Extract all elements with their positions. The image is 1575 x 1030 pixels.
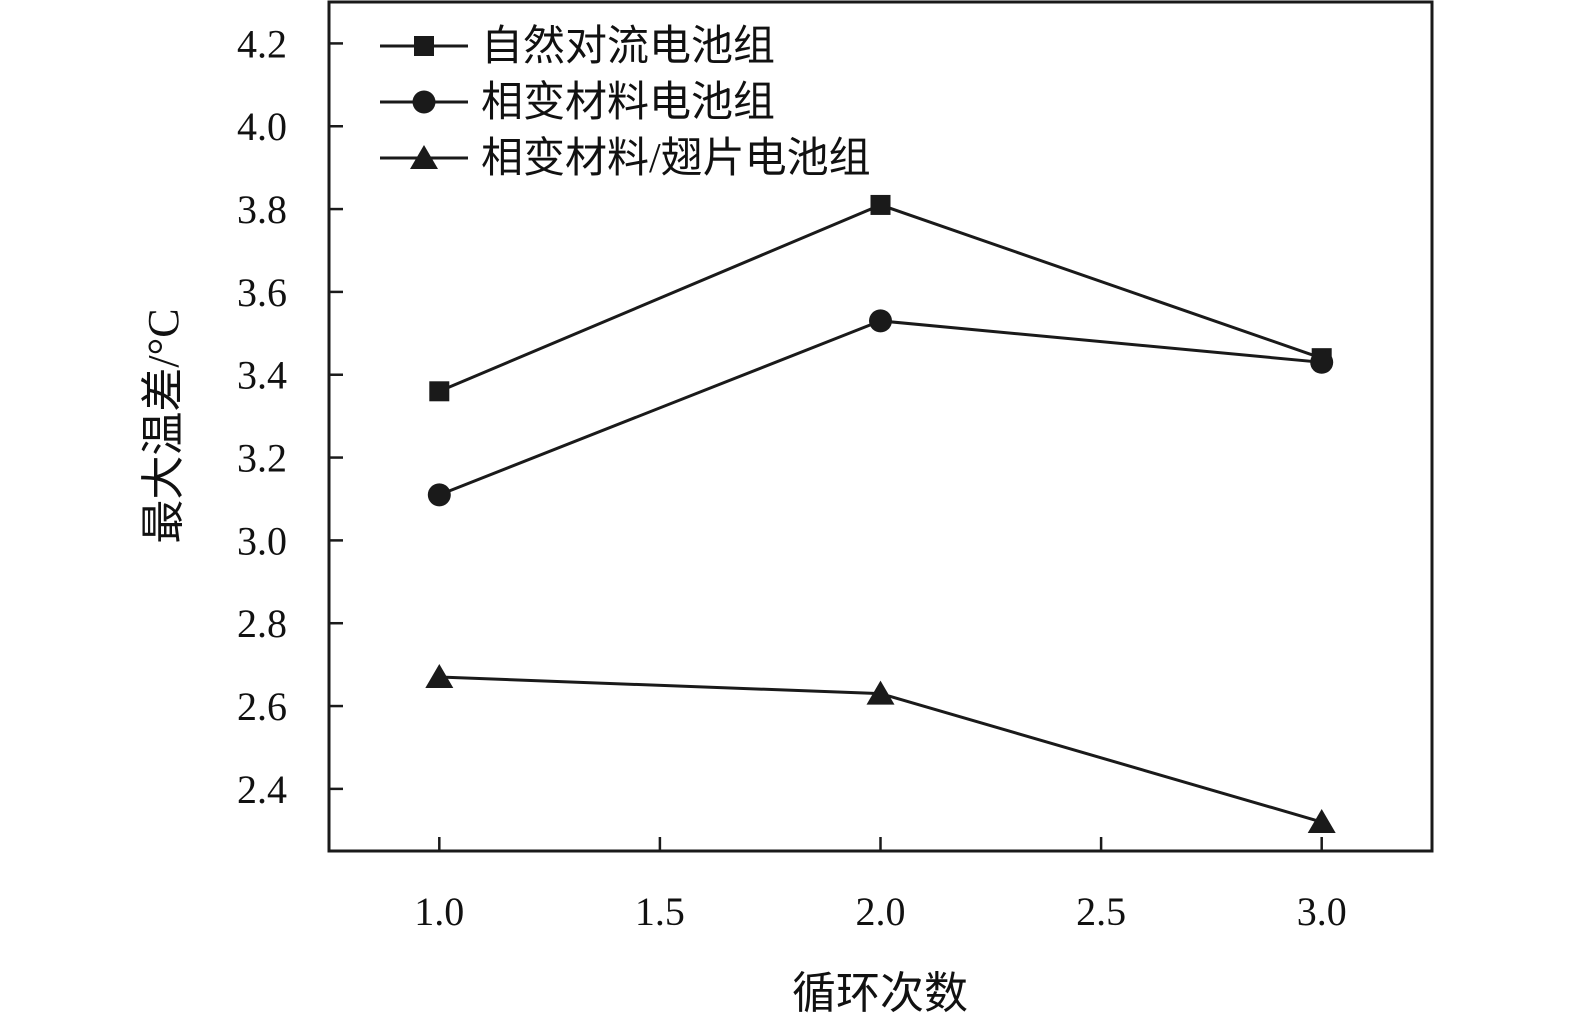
x-tick-label: 2.0 (856, 889, 906, 934)
x-tick-label: 1.5 (635, 889, 685, 934)
y-axis-title: 最大温差/°C (139, 308, 188, 543)
data-point (1310, 350, 1334, 374)
legend-label: 相变材料/翅片电池组 (481, 135, 871, 182)
x-axis: 1.0 1.5 2.0 2.5 3.0 (414, 837, 1347, 934)
y-tick-label: 3.4 (237, 353, 287, 398)
legend-item-1: 自然对流电池组 (380, 23, 775, 70)
y-axis: 2.4 2.6 2.8 3.0 3.2 3.4 3.6 3.8 4.0 4.2 (237, 21, 343, 812)
data-point (1307, 809, 1336, 834)
data-point (425, 664, 454, 689)
data-point (870, 194, 891, 215)
x-tick-label: 2.5 (1076, 889, 1126, 934)
series-2 (427, 309, 1334, 507)
y-tick-label: 3.0 (237, 518, 287, 563)
y-tick-label: 2.6 (237, 684, 287, 729)
data-point (427, 483, 451, 507)
legend-item-2: 相变材料电池组 (380, 79, 775, 126)
data-point (866, 680, 895, 705)
y-tick-label: 4.2 (237, 21, 287, 66)
legend-label: 相变材料电池组 (481, 79, 775, 126)
legend-marker (410, 145, 438, 169)
y-tick-label: 4.0 (237, 104, 287, 149)
series-line (438, 203, 1323, 393)
plot-frame (327, 0, 1434, 853)
x-tick-label: 1.0 (414, 889, 464, 934)
x-tick-label: 3.0 (1297, 889, 1347, 934)
series-1 (429, 194, 1332, 402)
legend-label: 自然对流电池组 (481, 23, 775, 70)
data-point (869, 309, 892, 333)
y-tick-label: 2.8 (237, 601, 287, 646)
y-tick-label: 2.4 (237, 767, 287, 812)
data-point (429, 381, 450, 402)
x-axis-title: 循环次数 (792, 969, 968, 1018)
y-tick-label: 3.6 (237, 270, 287, 315)
y-tick-label: 3.8 (237, 187, 287, 232)
legend-marker (414, 36, 434, 56)
series-layer (425, 194, 1336, 834)
series-3 (425, 664, 1336, 834)
legend-item-3: 相变材料/翅片电池组 (380, 135, 871, 182)
y-tick-label: 3.2 (237, 436, 287, 481)
series-line (438, 319, 1322, 497)
legend-marker (412, 90, 436, 114)
